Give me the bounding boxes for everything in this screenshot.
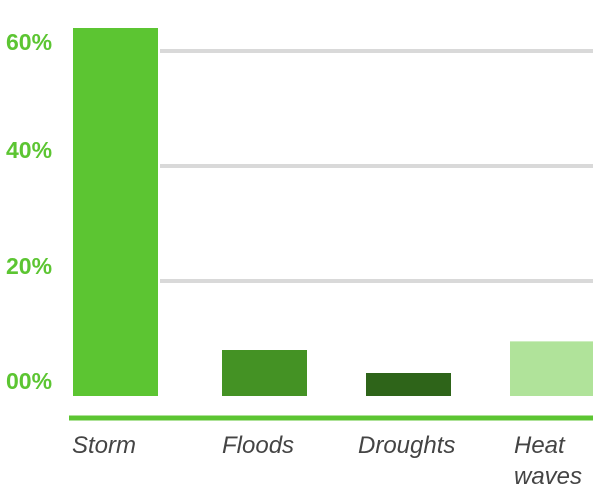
x-category-label: Droughts <box>358 432 455 459</box>
gridlines <box>160 49 593 283</box>
x-category-label-line: Droughts <box>358 432 455 459</box>
bar-heat-waves <box>510 341 593 396</box>
y-tick-label: 00% <box>6 368 52 394</box>
x-category-label-line: Heat <box>514 432 566 459</box>
bar-storm <box>73 28 158 396</box>
x-category-label-line: Storm <box>72 432 136 459</box>
x-category-label: Heat waves <box>514 432 582 490</box>
x-axis-category-labels: Storm Floods Droughts Heat waves <box>72 432 582 490</box>
bars <box>73 28 593 396</box>
y-tick-label: 20% <box>6 253 52 279</box>
y-tick-label: 40% <box>6 137 52 163</box>
x-category-label-line: waves <box>514 463 582 490</box>
y-axis-tick-labels: 00% 20% 40% 60% <box>6 29 52 394</box>
x-category-label-line: Floods <box>222 432 294 459</box>
x-category-label: Storm <box>72 432 136 459</box>
bar-droughts <box>366 373 451 396</box>
bar-floods <box>222 350 307 396</box>
x-category-label: Floods <box>222 432 294 459</box>
y-tick-label: 60% <box>6 29 52 55</box>
